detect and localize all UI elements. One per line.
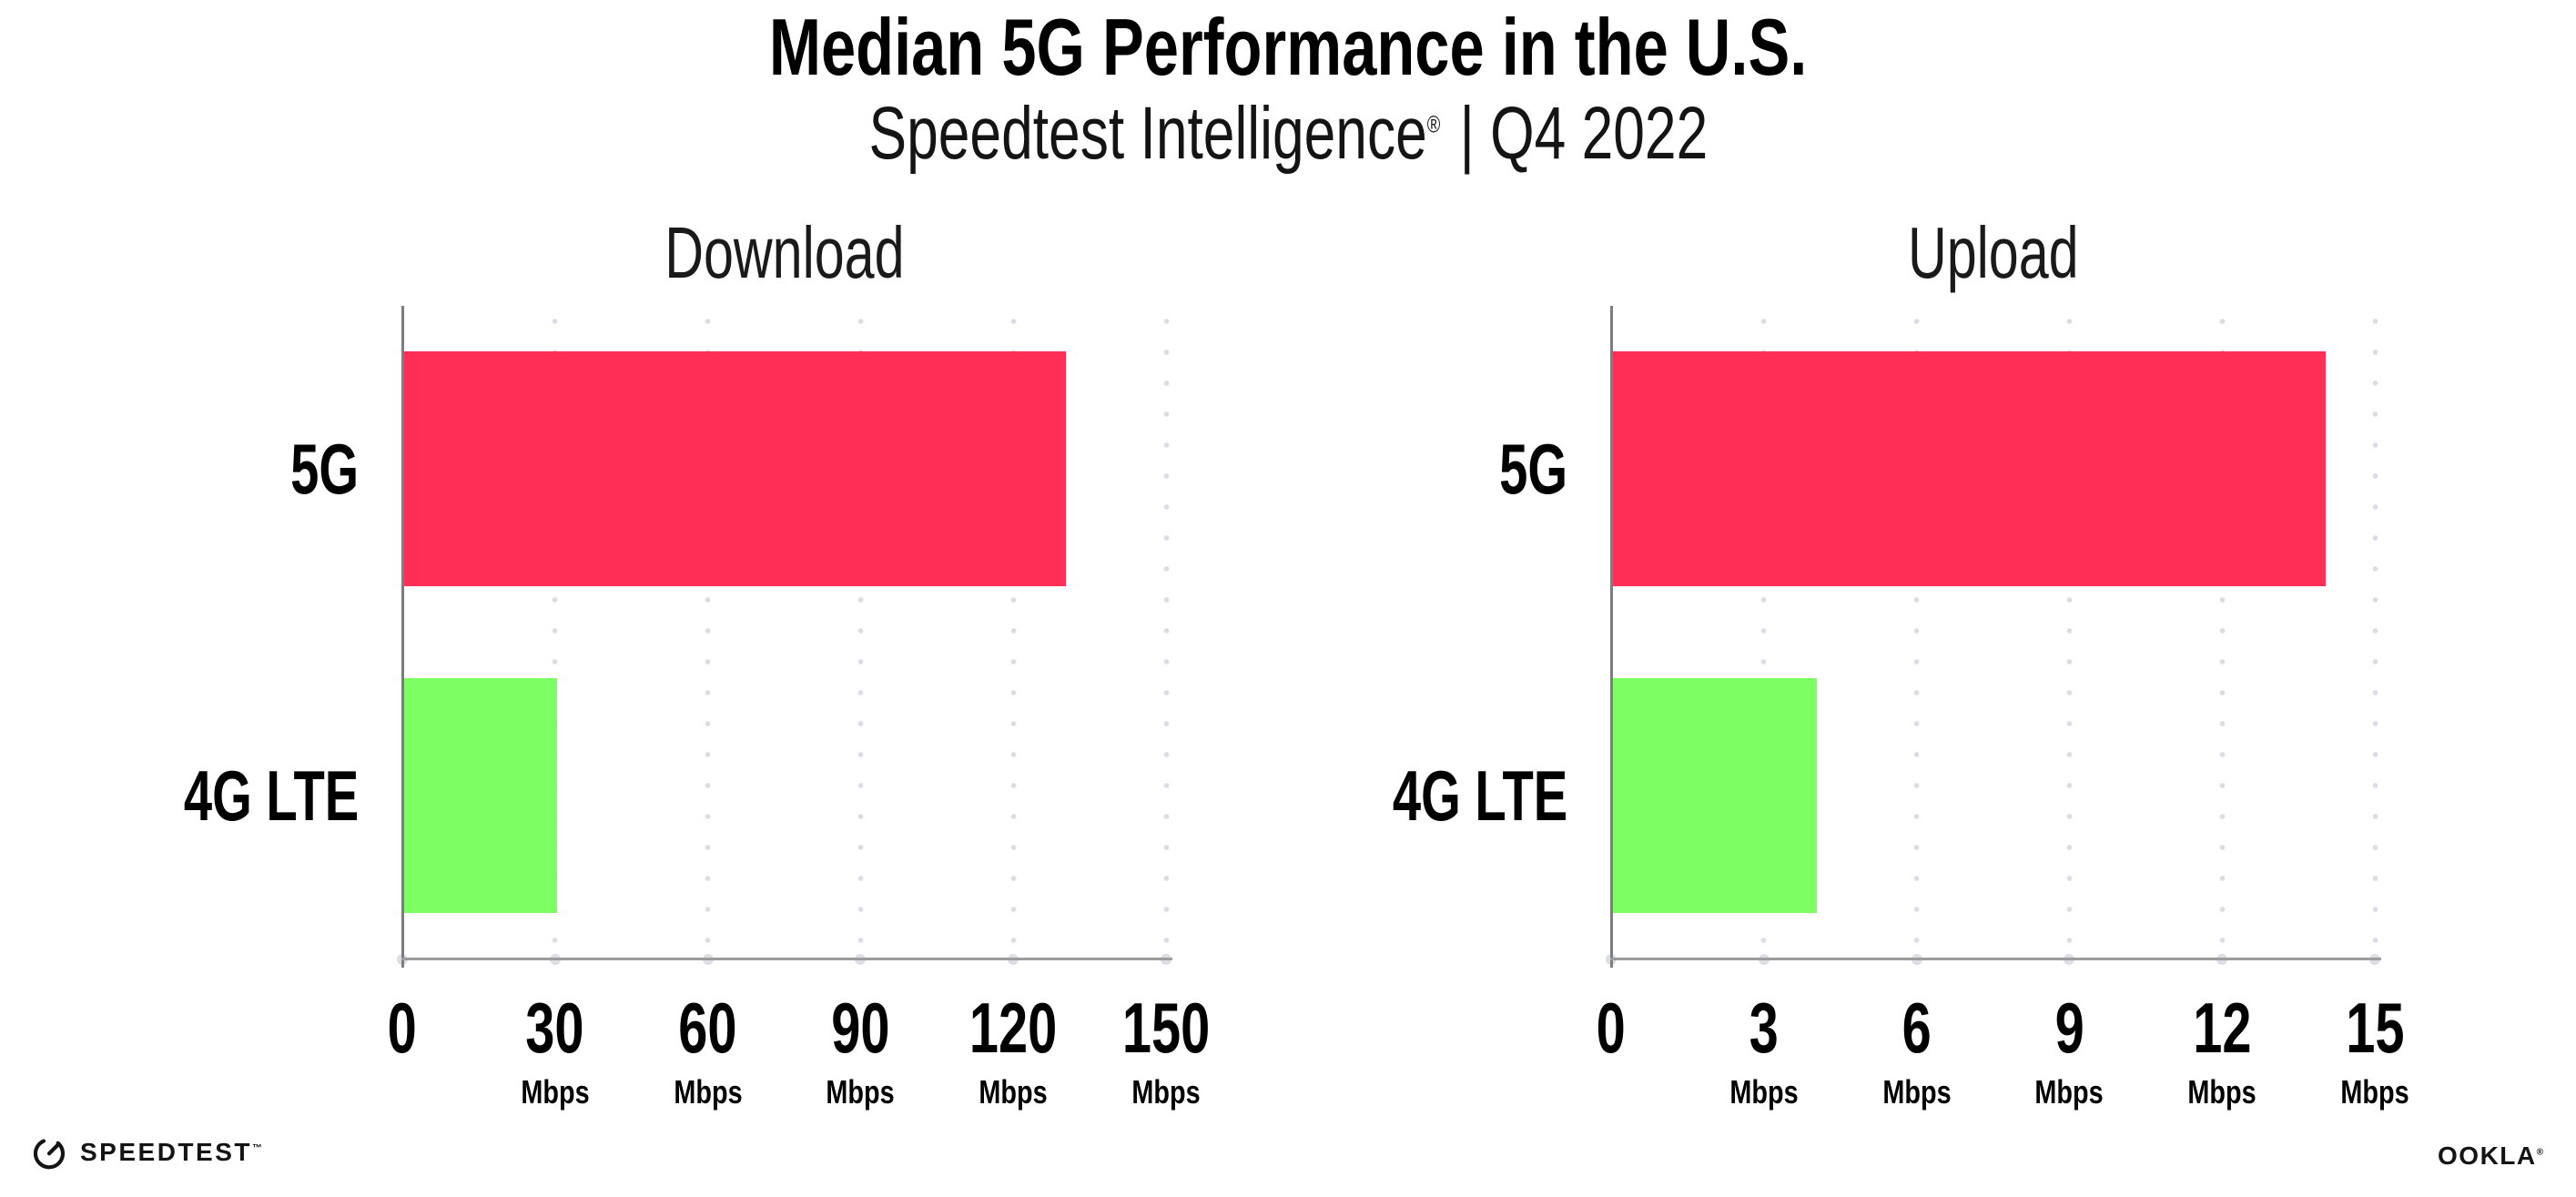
subtitle-quarter: | Q4 2022 — [1459, 92, 1708, 175]
x-tick-unit-text: Mbps — [979, 1073, 1048, 1111]
category-label-4g-lte: 4G LTE — [1094, 746, 1567, 846]
gridline — [705, 306, 712, 959]
x-axis — [1610, 958, 2381, 960]
speedtest-wordmark: SPEEDTEST™ — [80, 1138, 262, 1167]
x-tick-label: 12 — [2076, 990, 2368, 1065]
x-tick-value: 30 — [525, 988, 584, 1068]
gridline — [857, 306, 864, 959]
ookla-registered-mark: ® — [2536, 1147, 2543, 1158]
x-tick-unit: Mbps — [1771, 1074, 2063, 1111]
bar-4g-lte-upload — [1613, 678, 1817, 913]
x-tick-unit: Mbps — [715, 1074, 1006, 1111]
x-tick-unit-text: Mbps — [826, 1073, 895, 1111]
category-label-5g: 5G — [0, 419, 359, 519]
x-tick-label: 60 — [563, 990, 854, 1065]
x-tick-unit: Mbps — [563, 1074, 854, 1111]
x-tick-label: 150 — [1020, 990, 1312, 1065]
category-label-text: 4G LTE — [1392, 756, 1567, 836]
speedtest-wordmark-text: SPEEDTEST — [80, 1138, 252, 1166]
x-tick-unit: Mbps — [1923, 1074, 2215, 1111]
x-tick-label: 15 — [2229, 990, 2520, 1065]
x-tick-unit-text: Mbps — [1881, 1073, 1952, 1111]
category-label-4g-lte: 4G LTE — [0, 746, 359, 846]
chart-subtitle-text: Speedtest Intelligence® | Q4 2022 — [868, 91, 1708, 177]
x-tick-unit: Mbps — [2229, 1074, 2520, 1111]
speedtest-logo: SPEEDTEST™ — [31, 1131, 262, 1174]
x-tick-unit-text: Mbps — [1131, 1073, 1201, 1111]
x-tick-label: 0 — [1465, 990, 1757, 1065]
x-tick-unit: Mbps — [2076, 1074, 2368, 1111]
speedtest-gauge-icon — [33, 1138, 66, 1170]
x-tick-label: 9 — [1923, 990, 2215, 1065]
x-tick-value: 150 — [1121, 988, 1211, 1068]
y-axis — [1610, 306, 1613, 968]
panel-title-text: Upload — [1907, 212, 2079, 293]
panel-title-text: Download — [664, 212, 905, 293]
x-axis — [401, 958, 1172, 960]
x-tick-value: 90 — [831, 988, 890, 1068]
x-tick-unit-text: Mbps — [521, 1073, 590, 1111]
bar-5g-upload — [1613, 351, 2327, 586]
x-tick-label: 3 — [1618, 990, 1910, 1065]
gridline — [1162, 306, 1170, 959]
bar-5g-download — [404, 351, 1067, 586]
x-tick-label: 0 — [257, 990, 548, 1065]
category-label-5g: 5G — [1094, 419, 1567, 519]
category-label-text: 5G — [290, 429, 359, 509]
trademark-mark: ™ — [251, 1142, 262, 1154]
registered-mark: ® — [1426, 110, 1440, 138]
gridline — [2371, 306, 2378, 959]
plot-download: Download 0 30 Mbps 60 Mbps 90 Mbps 120 Mbps 150 Mbp… — [184, 212, 1211, 1111]
plot-upload: Upload 0 3 Mbps 6 Mbps 9 Mbps 12 Mbps 15 Mbps 5G 4G L… — [1393, 212, 2409, 1111]
ookla-wordmark-text: OOKLA — [2438, 1141, 2537, 1170]
bar-4g-lte-download — [404, 678, 557, 913]
gridline — [2065, 306, 2073, 959]
x-tick-value: 60 — [678, 988, 737, 1068]
x-tick-unit: Mbps — [410, 1074, 701, 1111]
x-tick-unit-text: Mbps — [2187, 1073, 2257, 1111]
x-tick-unit: Mbps — [867, 1074, 1159, 1111]
gridline — [2218, 306, 2226, 959]
subtitle-brand: Speedtest Intelligence — [868, 92, 1427, 175]
x-tick-value: 9 — [2054, 988, 2084, 1068]
x-tick-value: 15 — [2345, 988, 2405, 1068]
category-label-text: 5G — [1499, 429, 1567, 509]
x-tick-value: 120 — [969, 988, 1058, 1068]
gridline — [552, 306, 559, 959]
chart-subtitle: Speedtest Intelligence® | Q4 2022 — [0, 91, 2576, 177]
ookla-logo: OOKLA® — [2438, 1141, 2543, 1171]
chart-title: Median 5G Performance in the U.S. — [0, 2, 2576, 93]
panel-title-upload: Upload — [1611, 211, 2375, 295]
x-tick-value: 6 — [1902, 988, 1932, 1068]
x-tick-unit-text: Mbps — [1729, 1073, 1799, 1111]
gridline — [1009, 306, 1017, 959]
category-label-text: 4G LTE — [183, 756, 359, 836]
x-tick-unit-text: Mbps — [673, 1073, 743, 1111]
chart-title-text: Median 5G Performance in the U.S. — [768, 2, 1808, 92]
x-tick-value: 0 — [1596, 988, 1627, 1068]
y-axis — [401, 306, 404, 968]
x-tick-value: 3 — [1749, 988, 1779, 1068]
x-tick-label: 30 — [410, 990, 701, 1065]
gridline — [1760, 306, 1768, 959]
x-tick-unit-text: Mbps — [2340, 1073, 2409, 1111]
x-tick-label: 6 — [1771, 990, 2063, 1065]
x-tick-label: 120 — [867, 990, 1159, 1065]
x-tick-value: 12 — [2193, 988, 2252, 1068]
x-tick-label: 90 — [715, 990, 1006, 1065]
x-tick-value: 0 — [387, 988, 418, 1068]
x-tick-unit: Mbps — [1020, 1074, 1312, 1111]
panel-title-download: Download — [402, 211, 1166, 295]
x-tick-unit-text: Mbps — [2034, 1073, 2104, 1111]
gridline — [1913, 306, 1921, 959]
x-tick-unit: Mbps — [1618, 1074, 1910, 1111]
